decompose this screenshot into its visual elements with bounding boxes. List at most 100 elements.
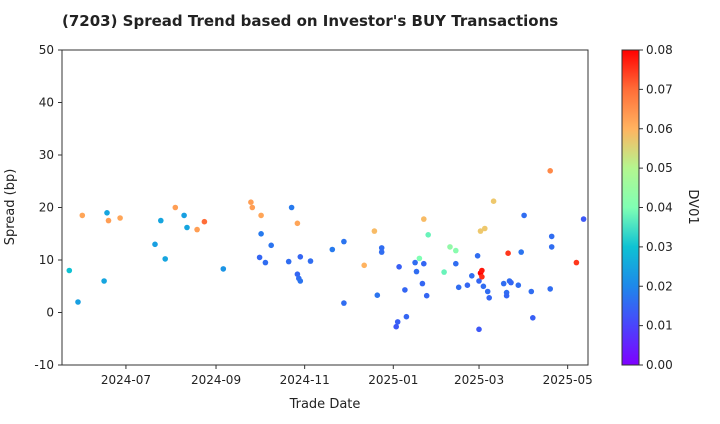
colorbar-tick-label: 0.08 [646, 43, 673, 57]
data-point [477, 228, 484, 234]
data-point [453, 247, 459, 254]
data-point [480, 283, 487, 290]
data-point [104, 210, 110, 216]
colorbar-tick-label: 0.02 [646, 279, 673, 293]
colorbar-ticks: 0.00 0.01 0.02 0.03 0.04 0.05 0.06 0.07 0.08 [639, 43, 673, 372]
data-point [393, 323, 400, 330]
colorbar-tick-label: 0.06 [646, 122, 673, 136]
colorbar-tick-label: 0.05 [646, 161, 673, 175]
data-point [548, 244, 555, 250]
colorbar-label: DV01 [685, 189, 700, 224]
data-point [288, 204, 295, 211]
data-point [479, 267, 485, 274]
data-point [329, 246, 336, 253]
data-point [455, 284, 462, 291]
data-point [268, 242, 275, 249]
colorbar-tick-label: 0.07 [646, 82, 673, 96]
data-point [378, 249, 385, 255]
data-point [394, 319, 401, 325]
data-point [378, 245, 385, 251]
x-tick-label: 2025-05 [543, 373, 593, 387]
data-point [403, 313, 410, 320]
data-point [413, 268, 420, 275]
y-tick-label: 30 [39, 148, 54, 162]
data-point [464, 282, 471, 289]
x-tick-label: 2025-03 [454, 373, 504, 387]
plot-area [62, 50, 588, 365]
y-axis-label: Spread (bp) [3, 169, 18, 246]
data-point [503, 292, 510, 299]
data-point [486, 295, 493, 301]
data-point [101, 278, 107, 284]
colorbar-tick-label: 0.00 [646, 358, 673, 372]
data-point [573, 259, 580, 266]
data-point [396, 264, 402, 270]
data-point [248, 199, 254, 205]
data-point [421, 260, 427, 267]
data-point [419, 280, 426, 287]
data-point [476, 326, 482, 333]
data-point [361, 262, 368, 269]
x-axis: 2024-07 2024-09 2024-11 2025-01 2025-03 2025-… [101, 365, 593, 387]
y-axis: -10 0 10 20 30 40 50 [34, 43, 62, 372]
data-point [547, 168, 553, 174]
data-point [341, 238, 347, 245]
data-point [294, 220, 301, 227]
colorbar-tick-label: 0.04 [646, 201, 673, 215]
data-point [79, 212, 86, 219]
data-point [518, 249, 524, 255]
data-point [548, 233, 555, 240]
data-point [521, 212, 527, 219]
x-tick-label: 2024-09 [191, 373, 241, 387]
data-point [447, 244, 453, 250]
data-point [484, 288, 491, 295]
data-point [181, 212, 187, 219]
data-point [412, 259, 418, 266]
data-point [258, 212, 264, 219]
data-point [194, 226, 200, 233]
data-point [162, 256, 168, 262]
x-tick-label: 2025-01 [368, 373, 418, 387]
data-point [256, 254, 263, 261]
data-point [476, 278, 482, 284]
data-point [105, 217, 112, 224]
data-point [152, 241, 158, 248]
data-point [474, 253, 481, 259]
colorbar-tick-label: 0.01 [646, 319, 673, 333]
data-point [75, 299, 81, 305]
data-point [515, 282, 522, 289]
data-point [249, 204, 256, 211]
data-point [490, 198, 497, 204]
data-point [172, 204, 179, 211]
colorbar [621, 49, 640, 366]
y-tick-label: 20 [39, 201, 54, 215]
data-point [371, 228, 378, 234]
data-point [482, 225, 488, 232]
data-point [262, 259, 269, 266]
x-axis-label: Trade Date [289, 397, 361, 412]
data-point [297, 253, 304, 260]
data-point [258, 231, 264, 237]
colorbar-tick-label: 0.03 [646, 240, 673, 254]
data-point [421, 216, 427, 222]
data-point [528, 288, 535, 295]
data-point [220, 266, 227, 272]
data-point [500, 280, 507, 287]
y-tick-label: 0 [46, 306, 54, 320]
data-point [158, 217, 164, 224]
data-point [425, 232, 432, 238]
data-point [547, 286, 553, 292]
data-point [416, 255, 423, 262]
data-point [285, 258, 292, 265]
data-point [469, 273, 475, 279]
y-tick-label: 40 [39, 96, 54, 110]
data-point [307, 258, 314, 264]
data-point [297, 278, 304, 284]
chart-title: (7203) Spread Trend based on Investor's … [62, 12, 558, 30]
data-point [530, 315, 536, 321]
data-point [453, 260, 459, 267]
data-point [423, 292, 430, 299]
data-point [374, 292, 381, 299]
